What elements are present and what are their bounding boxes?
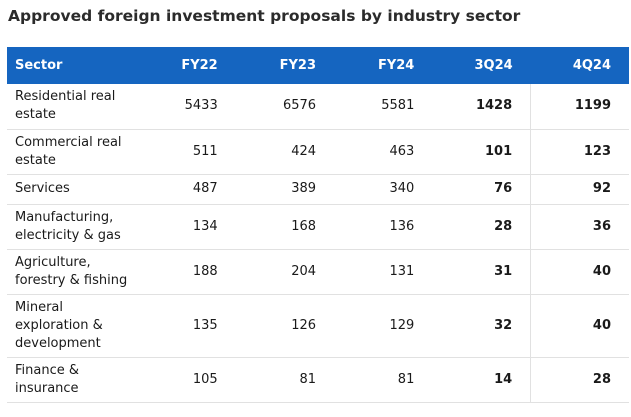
- table-body: Residential real estate 5433 6576 5581 1…: [7, 84, 629, 402]
- table-row: Agriculture, forestry & fishing 188 204 …: [7, 249, 629, 294]
- table-row: Manufacturing, electricity & gas 134 168…: [7, 204, 629, 249]
- column-header-3q24: 3Q24: [474, 58, 513, 73]
- value-cell: 40: [530, 294, 629, 357]
- table-row: Finance & insurance 105 81 81 14 28: [7, 357, 629, 402]
- value-cell: 131: [389, 263, 415, 279]
- chart-title: Approved foreign investment proposals by…: [8, 7, 521, 25]
- header-row: Sector FY22 FY23 FY24 3Q24 4Q24: [7, 47, 629, 84]
- sector-cell: Finance & insurance: [15, 362, 80, 396]
- value-cell: 1428: [475, 98, 513, 114]
- value-cell: 5433: [184, 98, 218, 114]
- sector-cell: Agriculture, forestry & fishing: [15, 254, 128, 288]
- value-cell: 424: [291, 143, 317, 159]
- sector-cell: Commercial real estate: [15, 134, 122, 168]
- value-cell: 204: [291, 263, 317, 279]
- value-cell: 31: [494, 263, 513, 279]
- column-header-fy23: FY23: [279, 58, 317, 73]
- sector-cell: Mineral exploration & development: [15, 299, 103, 351]
- value-cell: 40: [530, 249, 629, 294]
- value-cell: 511: [192, 143, 218, 159]
- column-header-fy24: FY24: [377, 58, 415, 73]
- value-cell: 92: [530, 174, 629, 204]
- table-row: Mineral exploration & development 135 12…: [7, 294, 629, 357]
- value-cell: 28: [494, 218, 513, 234]
- value-cell: 126: [291, 317, 317, 333]
- table-row: Residential real estate 5433 6576 5581 1…: [7, 84, 629, 129]
- value-cell: 36: [530, 204, 629, 249]
- value-cell: 463: [389, 143, 415, 159]
- table-row: Commercial real estate 511 424 463 101 1…: [7, 129, 629, 174]
- data-table-container: Sector FY22 FY23 FY24 3Q24 4Q24 Resident…: [7, 47, 629, 403]
- value-cell: 81: [299, 371, 317, 387]
- value-cell: 105: [192, 371, 218, 387]
- value-cell: 5581: [381, 98, 415, 114]
- value-cell: 134: [192, 218, 218, 234]
- value-cell: 6576: [282, 98, 317, 114]
- value-cell: 123: [530, 129, 629, 174]
- value-cell: 76: [494, 181, 513, 196]
- column-header-sector: Sector: [15, 58, 63, 73]
- value-cell: 487: [192, 181, 218, 196]
- value-cell: 188: [192, 263, 218, 279]
- table-header: Sector FY22 FY23 FY24 3Q24 4Q24: [7, 47, 629, 84]
- column-header-fy22: FY22: [181, 58, 218, 73]
- column-header-4q24: 4Q24: [572, 58, 611, 73]
- value-cell: 168: [291, 218, 317, 234]
- table-row: Services 487 389 340 76 92: [7, 174, 629, 204]
- value-cell: 1199: [530, 84, 629, 129]
- sector-cell: Manufacturing, electricity & gas: [15, 209, 121, 243]
- value-cell: 340: [389, 181, 415, 196]
- value-cell: 135: [192, 317, 218, 333]
- value-cell: 81: [397, 371, 415, 387]
- sector-cell: Residential real estate: [15, 89, 116, 123]
- value-cell: 389: [291, 181, 317, 196]
- value-cell: 32: [494, 317, 513, 333]
- value-cell: 136: [389, 218, 415, 234]
- value-cell: 14: [494, 371, 513, 387]
- value-cell: 101: [485, 143, 513, 159]
- sector-cell: Services: [15, 181, 70, 196]
- value-cell: 28: [530, 357, 629, 402]
- value-cell: 129: [389, 317, 415, 333]
- data-table: Sector FY22 FY23 FY24 3Q24 4Q24 Resident…: [7, 47, 629, 403]
